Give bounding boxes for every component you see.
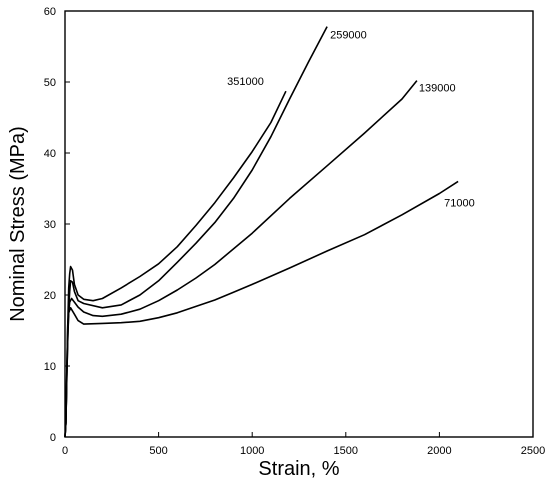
series-label-71000: 71000: [444, 197, 475, 209]
series-line-259000: [64, 26, 328, 438]
y-tick-label: 40: [44, 148, 56, 160]
series-labels: 351000 259000 139000 71000: [227, 30, 475, 210]
y-axis-title: Nominal Stress (MPa): [7, 126, 29, 322]
y-tick-label: 20: [44, 290, 56, 302]
series-line-71000: [64, 180, 459, 438]
x-tick-label: 2500: [521, 445, 545, 457]
x-tick-label: 1500: [334, 445, 358, 457]
y-tick-label: 60: [44, 6, 56, 18]
series-label-351000: 351000: [227, 76, 264, 88]
x-axis-ticks: 0 500 1000 1500 2000 2500: [62, 432, 545, 457]
series-line-351000: [64, 90, 287, 438]
y-tick-label: 10: [44, 361, 56, 373]
y-tick-label: 0: [50, 432, 56, 444]
plot-frame: [64, 10, 534, 438]
x-tick-label: 2000: [427, 445, 451, 457]
x-tick-label: 0: [62, 445, 68, 457]
x-tick-label: 1000: [240, 445, 264, 457]
series-label-139000: 139000: [419, 83, 456, 95]
series-line-139000: [64, 80, 418, 438]
series-lines: [64, 26, 459, 438]
x-axis-title: Strain, %: [258, 458, 339, 480]
x-tick-label: 500: [149, 445, 167, 457]
y-tick-label: 50: [44, 77, 56, 89]
y-axis-ticks: 0 10 20 30 40 50 60: [44, 6, 70, 444]
series-label-259000: 259000: [330, 30, 367, 42]
y-tick-label: 30: [44, 219, 56, 231]
